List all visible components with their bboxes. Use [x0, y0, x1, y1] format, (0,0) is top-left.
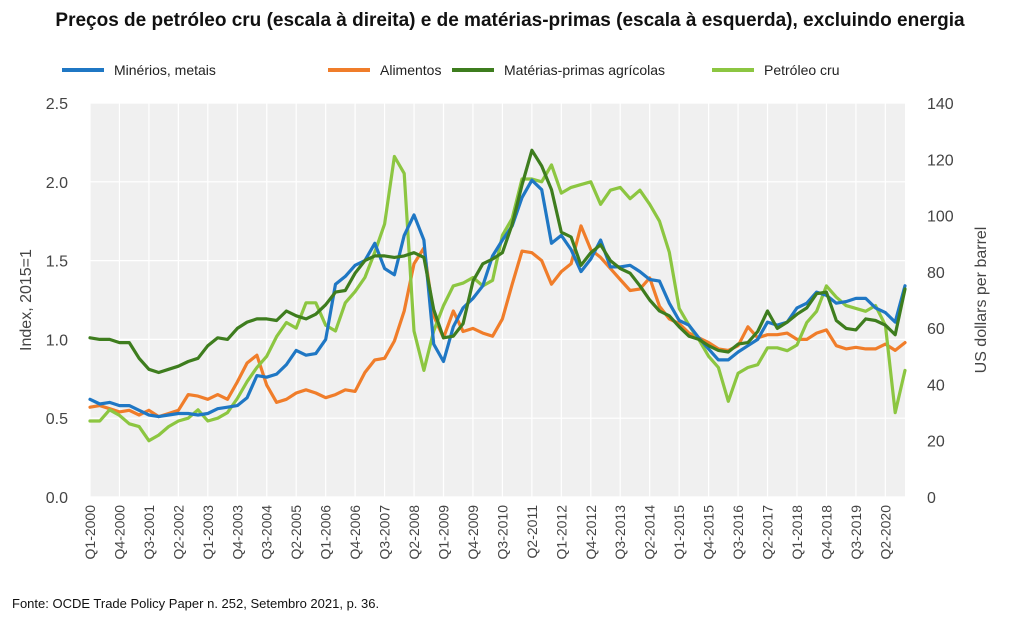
left-y-tick-label: 2.0 — [46, 175, 68, 192]
legend-label-alimentos: Alimentos — [380, 62, 441, 78]
legend-label-agricolas: Matérias-primas agrícolas — [504, 62, 665, 78]
x-tick-label: Q1-2012 — [553, 505, 569, 560]
right-y-tick-label: 120 — [927, 152, 954, 169]
x-tick-label: Q2-2020 — [877, 505, 893, 560]
right-y-tick-label: 20 — [927, 434, 945, 451]
series-lines — [88, 148, 907, 443]
legend-label-minerios: Minérios, metais — [114, 62, 216, 78]
left-y-axis: 0.0 0.5 1.0 1.5 2.0 2.5 — [46, 96, 68, 507]
x-tick-label: Q3-2001 — [141, 505, 157, 560]
chart-title: Preços de petróleo cru (escala à direita… — [55, 10, 965, 31]
x-tick-label: Q1-2018 — [789, 505, 805, 560]
x-tick-label: Q4-2015 — [701, 505, 717, 560]
x-axis: Q1-2000 Q4-2000 Q3-2001 Q2-2002 Q1-2003 Q4-20… — [82, 505, 893, 560]
legend: Minérios, metais Alimentos Matérias-primas… — [62, 62, 839, 78]
source-note: Fonte: OCDE Trade Policy Paper n. 252, S… — [12, 596, 380, 611]
x-tick-label: Q1-2006 — [318, 505, 334, 560]
x-tick-label: Q3-2010 — [494, 505, 510, 560]
x-tick-label: Q2-2014 — [642, 505, 658, 560]
left-y-tick-label: 1.0 — [46, 332, 68, 349]
plot-area — [90, 103, 905, 497]
x-tick-label: Q4-2006 — [347, 505, 363, 560]
left-y-tick-label: 2.5 — [46, 96, 68, 113]
x-tick-label: Q1-2009 — [435, 505, 451, 560]
right-y-axis-label: US dollars per barrel — [973, 227, 990, 374]
x-tick-label: Q3-2016 — [730, 505, 746, 560]
series-line-petroleo — [88, 154, 907, 443]
series-line-alimentos — [88, 224, 907, 419]
left-y-tick-label: 1.5 — [46, 254, 68, 271]
right-y-tick-label: 80 — [927, 265, 945, 282]
x-tick-label: Q4-2012 — [583, 505, 599, 560]
right-y-tick-label: 0 — [927, 490, 936, 507]
x-tick-label: Q2-2017 — [760, 505, 776, 560]
series-line-minerios — [88, 178, 907, 419]
x-tick-label: Q3-2004 — [259, 505, 275, 560]
legend-label-petroleo: Petróleo cru — [764, 62, 839, 78]
x-tick-label: Q3-2007 — [377, 505, 393, 560]
right-y-tick-label: 40 — [927, 377, 945, 394]
x-tick-label: Q1-2015 — [671, 505, 687, 560]
left-y-tick-label: 0.0 — [46, 490, 68, 507]
x-tick-label: Q2-2011 — [524, 505, 540, 559]
x-tick-label: Q4-2018 — [818, 505, 834, 560]
right-y-tick-label: 140 — [927, 96, 954, 113]
right-y-tick-label: 100 — [927, 209, 954, 226]
left-y-tick-label: 0.5 — [46, 411, 68, 428]
left-y-axis-label: Index, 2015=1 — [18, 249, 35, 351]
x-tick-label: Q2-2002 — [170, 505, 186, 560]
series-line-agricolas — [88, 148, 907, 375]
x-tick-label: Q2-2005 — [288, 505, 304, 560]
x-tick-label: Q4-2009 — [465, 505, 481, 560]
x-tick-label: Q4-2000 — [111, 505, 127, 560]
x-tick-label: Q2-2008 — [406, 505, 422, 560]
right-y-tick-label: 60 — [927, 321, 945, 338]
x-tick-label: Q3-2019 — [848, 505, 864, 560]
x-tick-label: Q3-2013 — [612, 505, 628, 560]
x-tick-label: Q1-2003 — [200, 505, 216, 560]
right-y-axis: 0 20 40 60 80 100 120 140 — [927, 96, 954, 507]
x-tick-label: Q1-2000 — [82, 505, 98, 560]
x-tick-label: Q4-2003 — [229, 505, 245, 560]
